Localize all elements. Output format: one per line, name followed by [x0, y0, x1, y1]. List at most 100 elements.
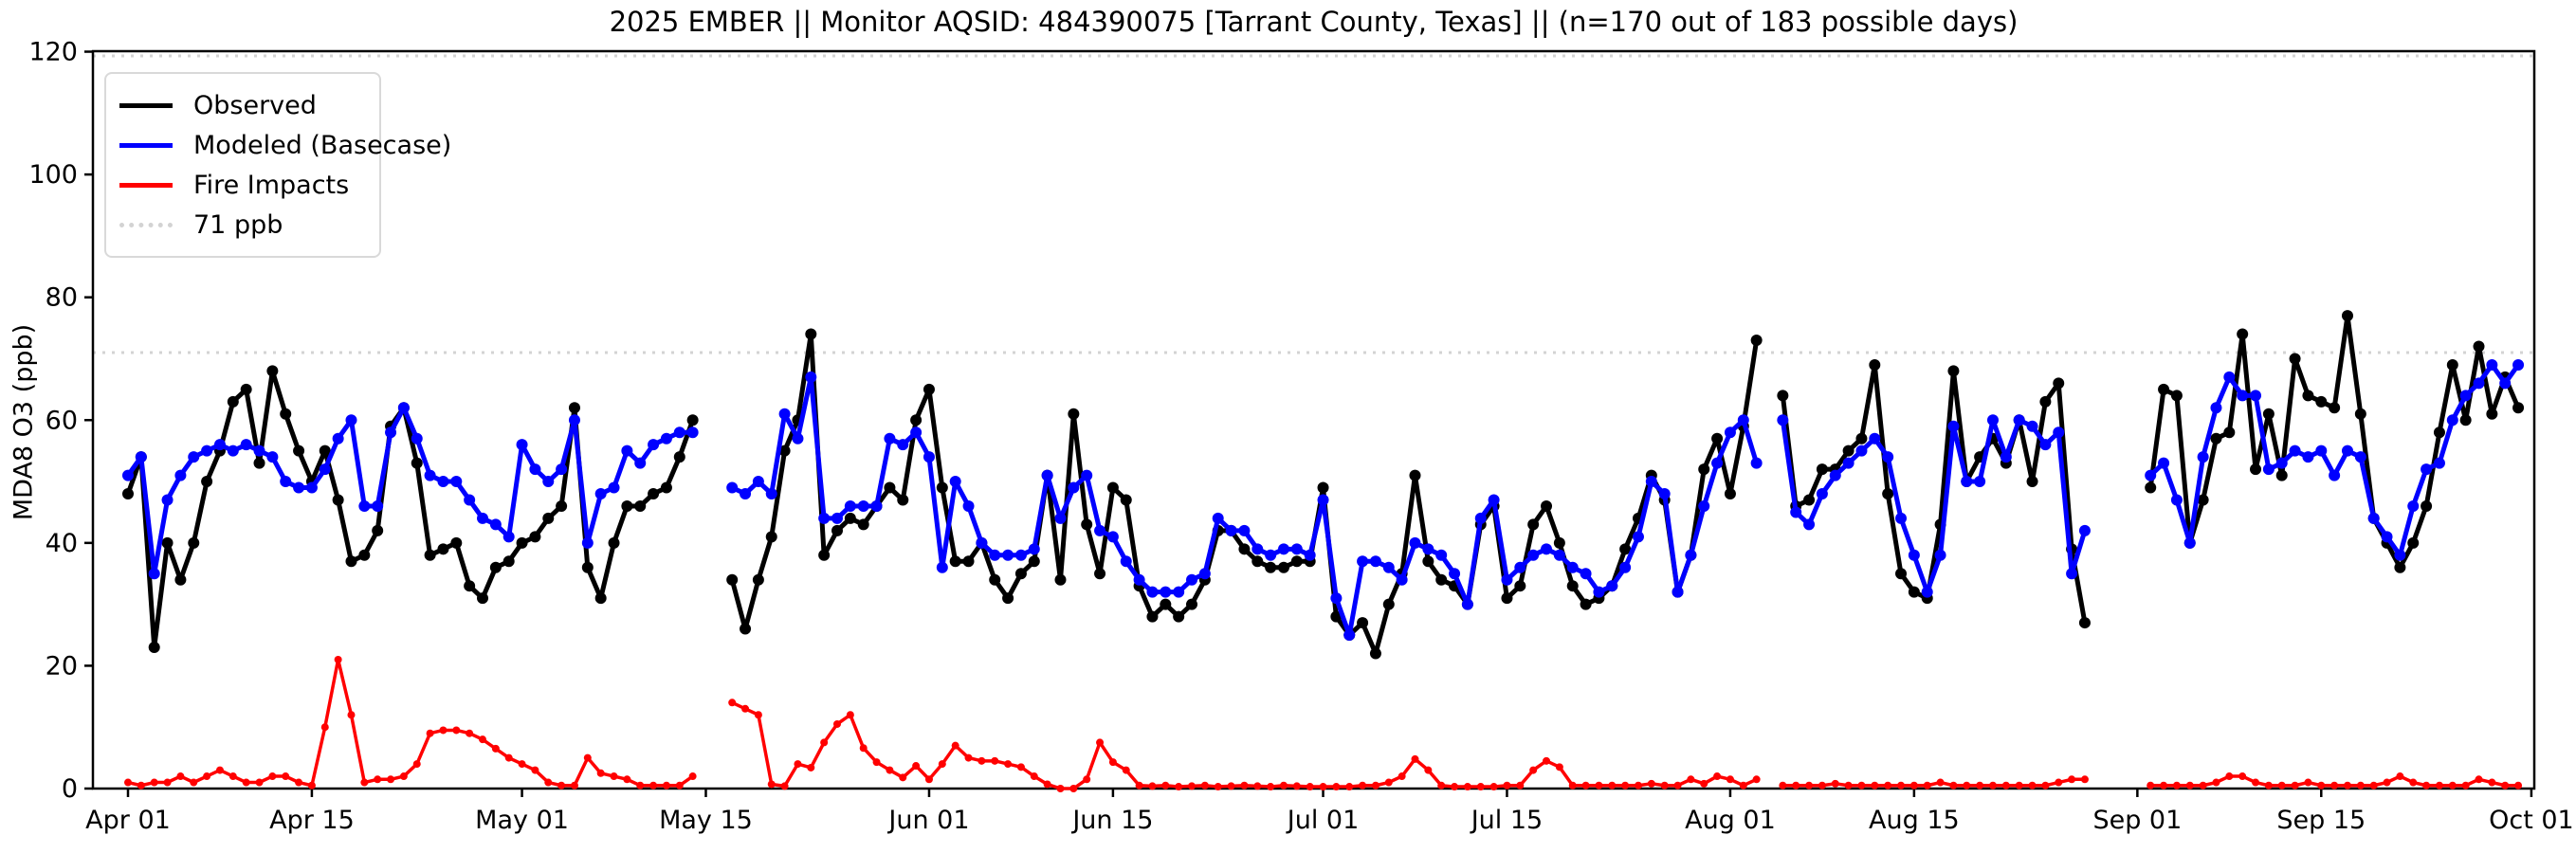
- series-point-fire-impacts: [570, 781, 578, 789]
- series-point-observed: [516, 536, 528, 549]
- series-point-observed: [1120, 494, 1132, 506]
- series-point-modeled-basecase-: [529, 463, 541, 476]
- series-point-modeled-basecase-: [345, 414, 357, 426]
- series-point-fire-impacts: [1161, 781, 1170, 789]
- series-point-observed: [648, 488, 660, 500]
- series-point-fire-impacts: [412, 760, 421, 769]
- series-point-modeled-basecase-: [1593, 586, 1605, 598]
- series-point-fire-impacts: [1175, 783, 1183, 791]
- series-point-fire-impacts: [2369, 781, 2378, 789]
- series-point-modeled-basecase-: [2145, 469, 2157, 481]
- x-tick-label: Apr 01: [85, 806, 171, 835]
- series-point-fire-impacts: [1240, 781, 1249, 789]
- series-point-fire-impacts: [1700, 779, 1708, 788]
- series-point-fire-impacts: [452, 726, 461, 735]
- series-point-modeled-basecase-: [1304, 549, 1316, 561]
- series-point-modeled-basecase-: [1422, 543, 1434, 555]
- series-point-fire-impacts: [282, 772, 290, 781]
- series-line-observed: [729, 332, 1760, 656]
- modeled-line-swatch: [119, 142, 173, 148]
- series-point-fire-impacts: [977, 756, 986, 765]
- series-point-fire-impacts: [268, 772, 277, 781]
- series-point-observed: [201, 476, 213, 488]
- series-point-fire-impacts: [2199, 781, 2207, 789]
- series-point-fire-impacts: [2448, 781, 2457, 789]
- series-point-fire-impacts: [2068, 775, 2076, 784]
- series-point-observed: [1750, 335, 1763, 347]
- series-point-modeled-basecase-: [884, 432, 896, 445]
- series-point-fire-impacts: [203, 772, 211, 781]
- series-point-observed: [1002, 592, 1014, 605]
- series-point-observed: [2262, 408, 2275, 420]
- series-point-modeled-basecase-: [1541, 543, 1553, 555]
- series-point-modeled-basecase-: [1474, 512, 1487, 524]
- series-point-observed: [240, 383, 252, 395]
- series-point-modeled-basecase-: [740, 488, 752, 500]
- series-point-observed: [1895, 568, 1908, 580]
- series-point-fire-impacts: [518, 760, 526, 769]
- series-point-fire-impacts: [1043, 780, 1051, 789]
- series-point-modeled-basecase-: [450, 476, 463, 488]
- series-point-modeled-basecase-: [831, 512, 844, 524]
- series-point-fire-impacts: [242, 778, 250, 787]
- series-point-observed: [2315, 395, 2328, 408]
- series-point-modeled-basecase-: [1777, 414, 1789, 426]
- series-point-observed: [411, 457, 423, 469]
- series-point-observed: [293, 445, 305, 457]
- series-point-fire-impacts: [1621, 781, 1630, 789]
- series-point-fire-impacts: [2291, 781, 2299, 789]
- series-point-fire-impacts: [2488, 778, 2496, 787]
- series-point-modeled-basecase-: [201, 445, 213, 457]
- series-point-observed: [1855, 432, 1868, 445]
- series-point-fire-impacts: [2185, 781, 2194, 789]
- series-point-fire-impacts: [1581, 781, 1590, 789]
- series-point-observed: [266, 365, 279, 377]
- series-point-modeled-basecase-: [227, 445, 239, 457]
- series-point-modeled-basecase-: [280, 476, 292, 488]
- series-point-fire-impacts: [2475, 775, 2483, 784]
- series-point-fire-impacts: [387, 775, 395, 784]
- series-point-fire-impacts: [1345, 783, 1354, 791]
- series-point-observed: [1068, 408, 1080, 420]
- y-tick-label: 120: [28, 38, 78, 67]
- series-point-fire-impacts: [636, 781, 645, 789]
- series-point-modeled-basecase-: [621, 445, 633, 457]
- series-point-fire-impacts: [1267, 783, 1275, 791]
- series-point-modeled-basecase-: [2183, 536, 2196, 549]
- series-line-observed: [125, 368, 696, 650]
- series-point-fire-impacts: [1463, 783, 1471, 791]
- series-point-fire-impacts: [820, 738, 829, 747]
- series-point-observed: [1160, 598, 1172, 610]
- x-tick-label: Jul 01: [1286, 806, 1360, 835]
- series-point-observed: [910, 414, 923, 426]
- series-point-modeled-basecase-: [936, 561, 948, 573]
- series-point-fire-impacts: [1805, 781, 1814, 789]
- series-point-fire-impacts: [662, 781, 670, 789]
- series-point-fire-impacts: [1818, 781, 1826, 789]
- series-point-modeled-basecase-: [1002, 549, 1014, 561]
- series-point-fire-impacts: [1897, 781, 1906, 789]
- series-point-observed: [726, 573, 739, 586]
- series-point-modeled-basecase-: [634, 457, 647, 469]
- series-point-observed: [319, 445, 331, 457]
- series-point-modeled-basecase-: [1842, 457, 1854, 469]
- series-point-observed: [1028, 555, 1040, 568]
- series-point-fire-impacts: [1200, 781, 1209, 789]
- series-point-observed: [1409, 469, 1421, 481]
- series-point-fire-impacts: [1371, 781, 1379, 789]
- series-point-observed: [778, 445, 791, 457]
- series-point-modeled-basecase-: [1068, 481, 1080, 494]
- series-point-modeled-basecase-: [1829, 469, 1841, 481]
- series-point-modeled-basecase-: [2341, 445, 2353, 457]
- series-point-modeled-basecase-: [818, 512, 831, 524]
- series-point-modeled-basecase-: [502, 531, 515, 543]
- series-point-observed: [594, 592, 607, 605]
- series-point-fire-impacts: [675, 781, 684, 789]
- series-point-fire-impacts: [1476, 783, 1485, 791]
- series-point-modeled-basecase-: [2158, 457, 2170, 469]
- series-point-modeled-basecase-: [1041, 469, 1053, 481]
- series-point-fire-impacts: [754, 711, 762, 719]
- series-point-observed: [2026, 476, 2038, 488]
- legend-label: Fire Impacts: [193, 170, 350, 200]
